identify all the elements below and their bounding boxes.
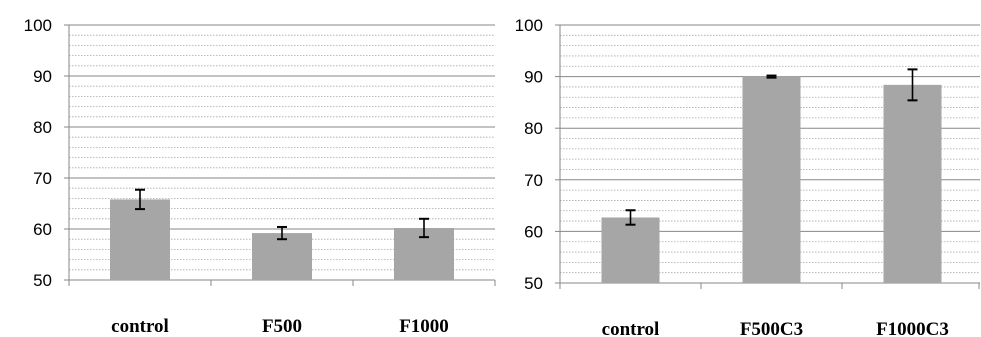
- bar: [110, 199, 170, 280]
- error-bar: [625, 209, 636, 226]
- x-category-label: control: [602, 319, 660, 337]
- y-tick-label: 50: [524, 274, 543, 293]
- y-tick-label: 60: [33, 220, 52, 239]
- x-category-label: F1000: [399, 316, 449, 337]
- chart-right: 50 60 70 80 90 100 control F500C3 F1000C3: [515, 16, 980, 337]
- bar: [252, 233, 312, 280]
- error-bar: [277, 225, 287, 241]
- error-bar: [419, 217, 429, 239]
- bar: [742, 76, 801, 283]
- y-tick-label: 90: [33, 67, 52, 86]
- y-tick-label: 80: [524, 119, 543, 138]
- y-tick-label: 100: [515, 16, 543, 35]
- bar: [883, 84, 942, 283]
- error-bar: [907, 68, 918, 102]
- y-tick-label: 100: [24, 16, 52, 35]
- y-tick-label: 90: [524, 68, 543, 87]
- x-category-label: control: [111, 316, 169, 337]
- y-tick-label: 80: [33, 118, 52, 137]
- error-bar: [766, 74, 777, 79]
- y-tick-label: 70: [33, 169, 52, 188]
- x-category-label: F500C3: [740, 319, 803, 337]
- y-tick-label: 70: [524, 171, 543, 190]
- bar: [601, 217, 660, 283]
- x-category-label: F1000C3: [876, 319, 949, 337]
- y-tick-label: 60: [524, 222, 543, 241]
- error-bar: [135, 188, 145, 211]
- chart-left: 50 60 70 80 90 100 control F500 F1000: [24, 16, 496, 337]
- x-category-label: F500: [262, 316, 302, 337]
- y-tick-label: 50: [33, 271, 52, 290]
